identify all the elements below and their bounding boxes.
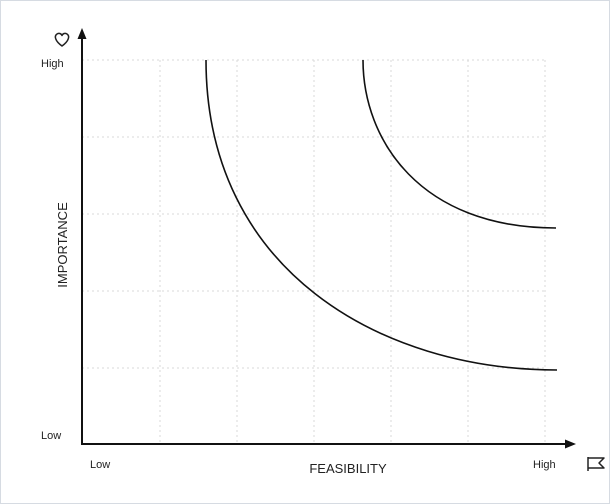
heart-icon bbox=[54, 32, 70, 47]
y-low-label: Low bbox=[41, 430, 61, 442]
y-high-label: High bbox=[41, 58, 64, 70]
lower-curve bbox=[205, 59, 558, 371]
y-axis-title: IMPORTANCE bbox=[55, 202, 70, 288]
grid bbox=[82, 59, 546, 443]
x-axis-title: FEASIBILITY bbox=[309, 461, 387, 476]
flag-icon bbox=[587, 457, 605, 471]
x-low-label: Low bbox=[90, 459, 110, 471]
x-high-label: High bbox=[533, 459, 556, 471]
upper-curve bbox=[362, 59, 557, 229]
y-axis-arrowhead bbox=[77, 28, 87, 39]
x-axis-arrowhead bbox=[565, 439, 576, 449]
